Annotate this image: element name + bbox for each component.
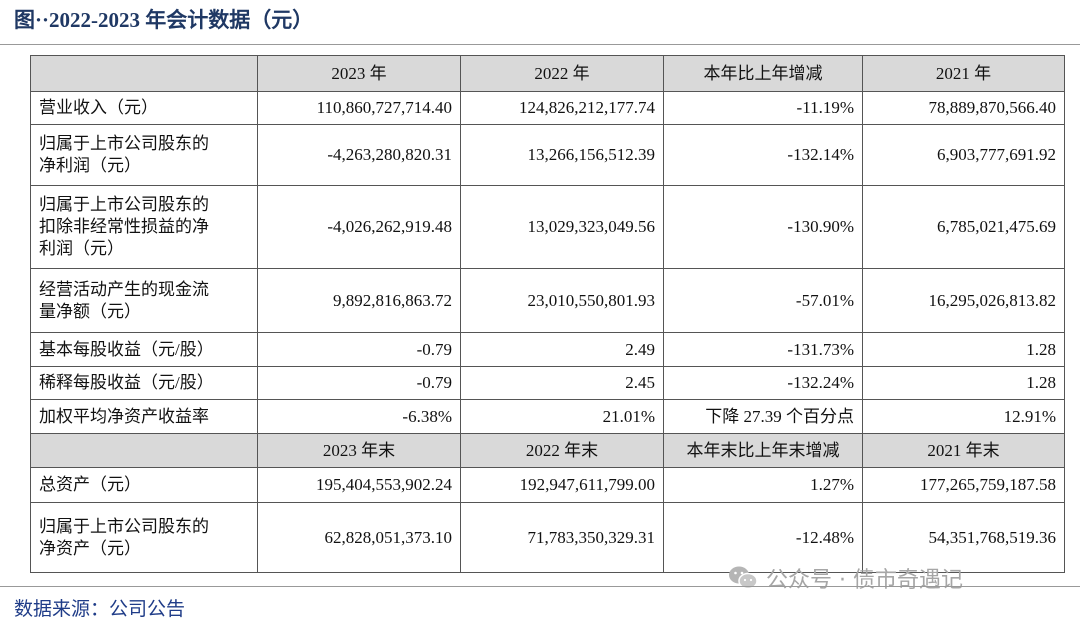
value-cell: 1.28 <box>862 332 1065 367</box>
header-row: 2023 年 2022 年本年比上年增减 2021 年 <box>30 55 1065 92</box>
title: 图··2022-2023 年会计数据（元） <box>14 8 314 32</box>
label-line: 总资产（元） <box>39 475 141 494</box>
row-label: 总资产（元） <box>30 467 258 503</box>
label-line: 基本每股收益（元/股） <box>39 339 214 359</box>
header-cell: 2021 年末 <box>862 433 1065 468</box>
data-row: 加权平均净资产收益率 -6.38% 21.01% 下降 27.39 个百分点 12.91… <box>30 399 1065 434</box>
value-cell: 13,029,323,049.56 <box>460 185 664 269</box>
data-row: 总资产（元） 195,404,553,902.24 192,947,611,799.… <box>30 467 1065 503</box>
value-cell: 2.49 <box>460 332 664 367</box>
value-cell: 110,860,727,714.40 <box>257 91 461 125</box>
row-label: 加权平均净资产收益率 <box>30 399 258 434</box>
data-row: 归属于上市公司股东的 扣除非经常性损益的净 利润（元） -4,026,262,919.… <box>30 185 1065 269</box>
value-cell: -6.38% <box>257 399 461 434</box>
data-table: 2023 年 2022 年本年比上年增减 2021 年营业收入（元） 110,860,… <box>30 55 1065 573</box>
label-line: 营业收入（元） <box>39 98 158 117</box>
row-label: 经营活动产生的现金流 量净额（元） <box>30 268 258 333</box>
value-cell: -132.24% <box>663 366 863 400</box>
row-label: 归属于上市公司股东的 净利润（元） <box>30 124 258 186</box>
value-cell: 下降 27.39 个百分点 <box>663 399 863 434</box>
value-cell: 1.27% <box>663 467 863 503</box>
watermark-text: 公众号 · 债市奇遇记 <box>766 568 963 593</box>
header-cell: 2022 年末 <box>460 433 664 468</box>
value-cell: 16,295,026,813.82 <box>862 268 1065 333</box>
row-label: 稀释每股收益（元/股） <box>30 366 258 400</box>
value-cell: -57.01% <box>663 268 863 333</box>
header-row: 2023 年末 2022 年末 本年末比上年末增减 2021 年末 <box>30 433 1065 468</box>
data-row: 归属于上市公司股东的 净利润（元） -4,263,280,820.31 13,266,… <box>30 124 1065 186</box>
watermark: 公众号 · 债市奇遇记 <box>728 562 963 594</box>
row-label: 归属于上市公司股东的 扣除非经常性损益的净 利润（元） <box>30 185 258 269</box>
value-cell: -4,263,280,820.31 <box>257 124 461 186</box>
row-label: 营业收入（元） <box>30 91 258 125</box>
label-line: 量净额（元） <box>39 301 141 321</box>
value-cell: -131.73% <box>663 332 863 367</box>
value-cell: -132.14% <box>663 124 863 186</box>
label-line: 稀释每股收益（元/股） <box>39 373 214 392</box>
value-cell: 54,351,768,519.36 <box>862 502 1065 573</box>
value-cell: 2.45 <box>460 366 664 400</box>
header-cell <box>30 55 258 92</box>
header-cell: 2023 年末 <box>257 433 461 468</box>
header-cell: 2021 年 <box>862 55 1065 92</box>
value-cell: 23,010,550,801.93 <box>460 268 664 333</box>
value-cell: 12.91% <box>862 399 1065 434</box>
value-cell: -4,026,262,919.48 <box>257 185 461 269</box>
value-cell: 192,947,611,799.00 <box>460 467 664 503</box>
header-cell: 本年末比上年末增减 <box>663 433 863 468</box>
label-line: 净资产（元） <box>39 538 141 558</box>
label-line: 利润（元） <box>39 239 124 258</box>
header-cell: 2023 年 <box>257 55 461 92</box>
table-body: 2023 年 2022 年本年比上年增减 2021 年营业收入（元） 110,860,… <box>30 55 1065 573</box>
row-label: 基本每股收益（元/股） <box>30 332 258 367</box>
header-cell <box>30 433 258 468</box>
value-cell: 9,892,816,863.72 <box>257 268 461 333</box>
label-line: 归属于上市公司股东的 <box>39 134 209 153</box>
value-cell: -11.19% <box>663 91 863 125</box>
data-row: 营业收入（元） 110,860,727,714.40 124,826,212,177… <box>30 91 1065 125</box>
value-cell: -12.48% <box>663 502 863 573</box>
data-row: 稀释每股收益（元/股） -0.79 2.45 -132.24% 1.28 <box>30 366 1065 400</box>
header-cell: 本年比上年增减 <box>663 55 863 92</box>
label-line: 归属于上市公司股东的 <box>39 195 209 214</box>
data-row: 归属于上市公司股东的 净资产（元） 62,828,051,373.10 71,783,… <box>30 502 1065 573</box>
row-label: 归属于上市公司股东的 净资产（元） <box>30 502 258 573</box>
value-cell: 78,889,870,566.40 <box>862 91 1065 125</box>
label-line: 归属于上市公司股东的 <box>39 516 209 536</box>
value-cell: -130.90% <box>663 185 863 269</box>
data-row: 经营活动产生的现金流 量净额（元） 9,892,816,863.72 23,010,5… <box>30 268 1065 333</box>
label-line: 扣除非经常性损益的净 <box>39 217 209 236</box>
value-cell: 124,826,212,177.74 <box>460 91 664 125</box>
rule <box>0 44 1080 45</box>
source-note: 数据来源：公司公告 <box>14 599 186 620</box>
value-cell: -0.79 <box>257 366 461 400</box>
header-cell: 2022 年 <box>460 55 664 92</box>
rule <box>0 586 1080 587</box>
value-cell: 6,785,021,475.69 <box>862 185 1065 269</box>
label-line: 经营活动产生的现金流 <box>39 279 209 299</box>
value-cell: 1.28 <box>862 366 1065 400</box>
value-cell: 177,265,759,187.58 <box>862 467 1065 503</box>
label-line: 加权平均净资产收益率 <box>39 406 209 426</box>
label-line: 净利润（元） <box>39 156 141 175</box>
data-row: 基本每股收益（元/股） -0.79 2.49 -131.73% 1.28 <box>30 332 1065 367</box>
value-cell: 6,903,777,691.92 <box>862 124 1065 186</box>
wechat-icon <box>729 566 758 590</box>
value-cell: 13,266,156,512.39 <box>460 124 664 186</box>
value-cell: 62,828,051,373.10 <box>257 502 461 573</box>
value-cell: -0.79 <box>257 332 461 367</box>
value-cell: 21.01% <box>460 399 664 434</box>
value-cell: 71,783,350,329.31 <box>460 502 664 573</box>
value-cell: 195,404,553,902.24 <box>257 467 461 503</box>
